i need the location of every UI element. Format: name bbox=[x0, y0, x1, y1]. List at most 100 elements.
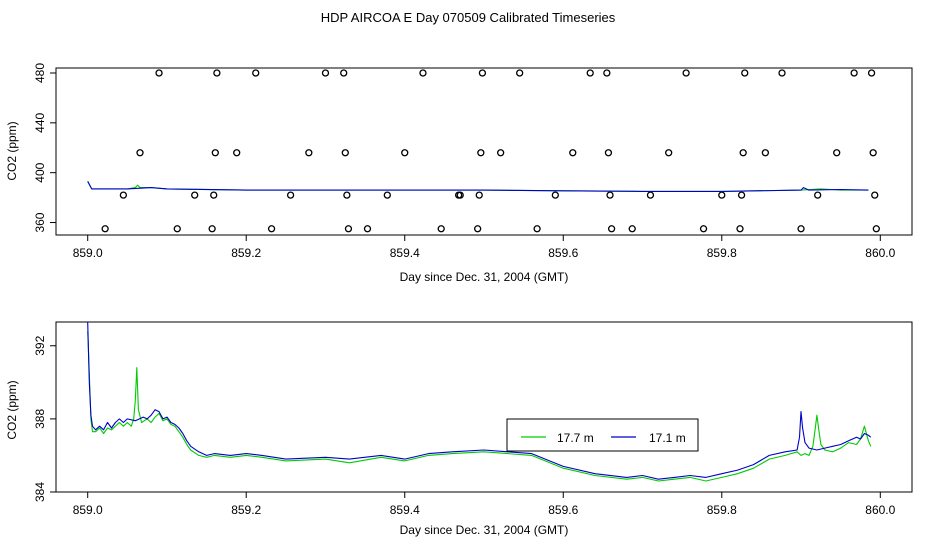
data-point bbox=[814, 191, 822, 199]
data-point bbox=[739, 149, 747, 157]
bottom-y-tick-label: 392 bbox=[33, 335, 47, 355]
bottom-plot-frame bbox=[55, 321, 913, 493]
data-point bbox=[321, 69, 330, 77]
top-y-tick-label: 400 bbox=[33, 162, 47, 182]
data-point bbox=[872, 225, 880, 233]
data-point bbox=[797, 225, 805, 233]
data-point bbox=[401, 149, 409, 157]
data-point bbox=[569, 149, 577, 157]
data-point bbox=[833, 149, 841, 157]
legend-box bbox=[506, 418, 699, 452]
data-point bbox=[286, 191, 295, 199]
data-point bbox=[761, 149, 770, 157]
top-y-axis-label: CO2 (ppm) bbox=[5, 121, 19, 180]
data-point bbox=[516, 69, 524, 77]
data-point bbox=[699, 225, 708, 233]
top-y-tick-label: 480 bbox=[33, 63, 47, 83]
bottom-x-tick-label: 859.4 bbox=[390, 503, 420, 517]
data-point bbox=[155, 69, 163, 77]
data-point bbox=[119, 191, 128, 199]
data-point bbox=[607, 225, 616, 233]
data-point bbox=[305, 149, 313, 157]
data-point bbox=[606, 191, 614, 199]
bottom-x-axis: 859.0 859.2 859.4 859.6 859.8 860.0 Day since… bbox=[73, 492, 896, 537]
data-point bbox=[208, 225, 216, 233]
top-y-tick-label: 360 bbox=[33, 212, 47, 232]
top-series-line-17-1m bbox=[87, 181, 869, 192]
legend-label-17-1m: 17.1 m bbox=[649, 431, 686, 445]
data-point bbox=[603, 69, 611, 77]
bottom-series-line-17-1m bbox=[87, 321, 872, 480]
bottom-panel: 859.0 859.2 859.4 859.6 859.8 860.0 Day since… bbox=[5, 321, 913, 537]
data-point bbox=[665, 149, 673, 157]
bottom-series-lines bbox=[87, 321, 872, 482]
data-point bbox=[213, 69, 221, 77]
data-point bbox=[419, 69, 427, 77]
data-point bbox=[718, 191, 726, 199]
data-point bbox=[737, 191, 746, 199]
data-point bbox=[646, 191, 655, 199]
data-point bbox=[341, 149, 349, 157]
top-series-lines bbox=[87, 181, 869, 192]
bottom-x-tick-label: 860.0 bbox=[865, 503, 895, 517]
top-x-axis-label: Day since Dec. 31, 2004 (GMT) bbox=[400, 270, 569, 284]
top-x-tick-label: 860.0 bbox=[865, 246, 895, 260]
data-point bbox=[340, 69, 348, 77]
data-point bbox=[871, 191, 879, 199]
bottom-x-tick-label: 859.0 bbox=[73, 503, 103, 517]
data-point bbox=[233, 149, 241, 157]
top-x-axis: 859.0 859.2 859.4 859.6 859.8 860.0 Day since… bbox=[73, 235, 896, 284]
data-point bbox=[211, 149, 219, 157]
top-x-tick-label: 859.8 bbox=[707, 246, 737, 260]
data-point bbox=[363, 225, 372, 233]
top-y-axis: 360 400 440 480 CO2 (ppm) bbox=[5, 63, 56, 233]
data-point bbox=[267, 225, 276, 233]
data-point bbox=[101, 225, 109, 233]
data-point bbox=[551, 191, 559, 199]
top-panel: 859.0 859.2 859.4 859.6 859.8 860.0 Day since… bbox=[5, 63, 913, 284]
data-point bbox=[383, 191, 391, 199]
data-point bbox=[437, 225, 445, 233]
data-point bbox=[343, 191, 351, 199]
data-point bbox=[456, 191, 464, 199]
data-point bbox=[475, 191, 483, 199]
data-point bbox=[474, 225, 482, 233]
data-point bbox=[173, 225, 181, 233]
data-point bbox=[478, 69, 487, 77]
top-x-tick-label: 859.6 bbox=[548, 246, 578, 260]
data-point bbox=[628, 225, 636, 233]
data-point bbox=[477, 149, 485, 157]
top-y-tick-label: 440 bbox=[33, 113, 47, 133]
data-point bbox=[682, 69, 690, 77]
data-point bbox=[869, 149, 877, 157]
data-point bbox=[850, 69, 858, 77]
bottom-x-tick-label: 859.8 bbox=[707, 503, 737, 517]
legend-label-17-7m: 17.7 m bbox=[557, 431, 594, 445]
top-x-tick-label: 859.0 bbox=[73, 246, 103, 260]
top-plot-frame bbox=[55, 67, 913, 236]
bottom-x-tick-label: 859.2 bbox=[231, 503, 261, 517]
bottom-y-tick-label: 388 bbox=[33, 409, 47, 429]
data-point bbox=[191, 191, 199, 199]
data-point bbox=[778, 69, 786, 77]
legend: 17.7 m 17.1 m bbox=[506, 418, 699, 452]
bottom-x-axis-label: Day since Dec. 31, 2004 (GMT) bbox=[400, 523, 569, 537]
data-point bbox=[210, 191, 218, 199]
top-measurement-points bbox=[101, 69, 880, 233]
data-point bbox=[533, 225, 541, 233]
data-point bbox=[867, 69, 876, 77]
data-point bbox=[604, 149, 613, 157]
data-point bbox=[252, 69, 260, 77]
data-point bbox=[136, 149, 144, 157]
bottom-y-tick-label: 384 bbox=[33, 482, 47, 502]
figure-title: HDP AIRCOA E Day 070509 Calibrated Times… bbox=[321, 10, 616, 25]
data-point bbox=[344, 225, 353, 233]
bottom-series-line-17-7m bbox=[87, 331, 872, 482]
data-point bbox=[741, 69, 749, 77]
bottom-x-tick-label: 859.6 bbox=[548, 503, 578, 517]
data-point bbox=[496, 149, 505, 157]
data-point bbox=[586, 69, 594, 77]
top-x-tick-label: 859.4 bbox=[390, 246, 420, 260]
bottom-y-axis: 384 388 392 CO2 (ppm) bbox=[5, 335, 56, 502]
